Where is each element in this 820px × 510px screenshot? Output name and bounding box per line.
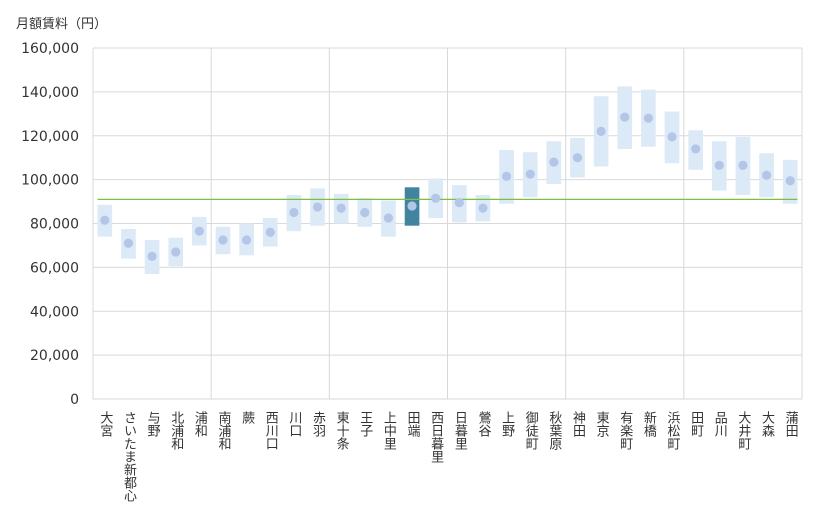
average-point xyxy=(549,157,559,167)
y-tick-label: 140,000 xyxy=(21,85,79,101)
y-tick-label: 120,000 xyxy=(21,129,79,145)
x-tick-label: 東京 xyxy=(594,410,610,437)
x-tick-label: 秋葉原 xyxy=(546,411,562,450)
x-tick-label: 田端 xyxy=(405,411,421,437)
average-point xyxy=(667,132,677,142)
average-point xyxy=(643,113,653,123)
x-tick-label: 大宮 xyxy=(97,411,113,437)
x-tick-label: 日暮里 xyxy=(452,411,468,450)
y-tick-label: 40,000 xyxy=(30,304,79,320)
average-point xyxy=(123,238,134,248)
y-tick-label: 60,000 xyxy=(30,260,79,276)
average-point xyxy=(312,202,323,212)
x-tick-label: 蒲田 xyxy=(783,411,799,437)
x-tick-label: 蕨 xyxy=(239,411,255,424)
x-tick-label: 赤羽 xyxy=(310,411,326,437)
x-tick-label: 北浦和 xyxy=(168,411,184,450)
average-point xyxy=(336,203,346,213)
x-tick-label: 神田 xyxy=(570,411,586,437)
average-point xyxy=(478,203,488,213)
average-point xyxy=(691,144,701,154)
x-tick-label: 浦和 xyxy=(192,411,208,437)
y-tick-label: 160,000 xyxy=(21,41,79,57)
x-tick-label: さいたま新都心 xyxy=(121,411,137,502)
x-tick-label: 南浦和 xyxy=(215,410,231,450)
average-point xyxy=(289,207,299,218)
average-point xyxy=(596,126,606,136)
y-tick-label: 100,000 xyxy=(21,173,79,189)
average-point xyxy=(572,153,583,163)
x-tick-label: 上中里 xyxy=(381,411,397,450)
average-point xyxy=(218,235,228,245)
average-point xyxy=(454,198,464,208)
x-tick-label: 川口 xyxy=(286,411,302,437)
average-point xyxy=(501,171,512,181)
average-point xyxy=(265,227,275,237)
x-tick-label: 王子 xyxy=(357,411,373,437)
y-tick-label: 20,000 xyxy=(30,348,79,364)
average-point xyxy=(525,169,535,179)
x-tick-label: 浜松町 xyxy=(665,411,681,450)
x-tick-label: 御徒町 xyxy=(523,411,539,450)
average-point xyxy=(738,160,748,170)
average-point xyxy=(431,193,441,203)
x-tick-labels: 大宮 さいたま新都心 与野 北浦和 浦和 南浦和蕨西川口 川口 赤羽 東十条 王子 上中里 田端 西日暮… xyxy=(97,410,798,502)
average-point xyxy=(407,201,417,211)
x-tick-label: 鶯谷 xyxy=(475,411,491,437)
x-tick-label: 田町 xyxy=(688,411,704,437)
average-point xyxy=(194,226,204,236)
y-tick-label: 80,000 xyxy=(30,217,79,233)
average-points xyxy=(100,112,795,262)
average-point xyxy=(714,160,724,170)
average-point xyxy=(147,251,157,262)
average-point xyxy=(360,207,370,218)
x-tick-label: 上野 xyxy=(499,411,515,437)
x-tick-label: 西日暮里 xyxy=(428,411,444,463)
y-tick-label: 0 xyxy=(70,392,79,408)
group-separators xyxy=(210,48,803,399)
average-point xyxy=(171,247,181,257)
y-axis-title: 月額賃料（円） xyxy=(16,17,107,32)
x-tick-label: 新橋 xyxy=(641,410,657,438)
average-point xyxy=(383,213,394,223)
x-tick-label: 有楽町 xyxy=(617,411,633,450)
x-tick-label: 東十条 xyxy=(334,410,350,450)
average-point xyxy=(100,215,110,225)
x-tick-label: 大森 xyxy=(759,411,775,437)
y-tick-labels: 0 20,000 40,000 60,000 80,000 100,000 120,000 1… xyxy=(21,41,79,408)
average-point xyxy=(620,112,630,122)
x-tick-label: 大井町 xyxy=(735,411,751,450)
x-tick-label: 与野 xyxy=(145,411,161,437)
x-tick-label: 西川口 xyxy=(263,411,279,450)
average-point xyxy=(761,170,772,180)
x-tick-label: 品川 xyxy=(712,411,728,437)
average-point xyxy=(785,176,795,186)
average-point xyxy=(242,235,252,245)
